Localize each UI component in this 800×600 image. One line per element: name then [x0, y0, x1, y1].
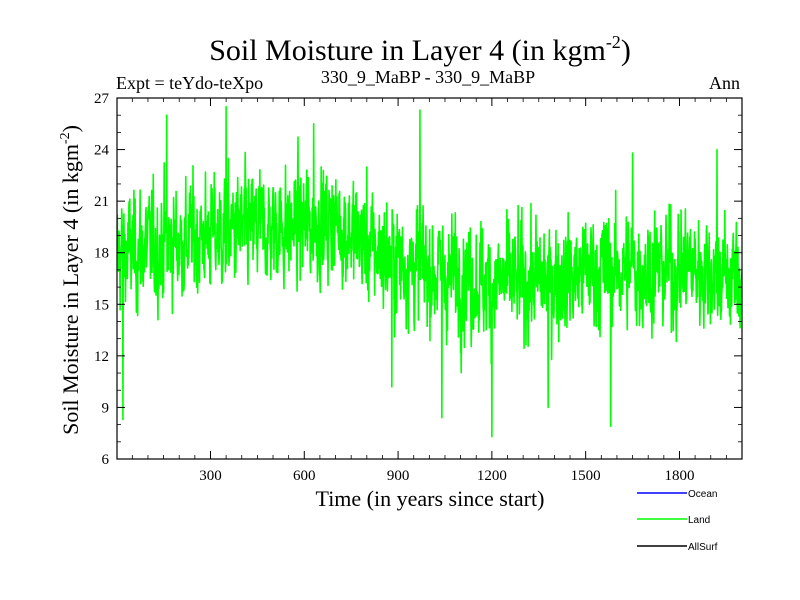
- x-axis-label: Time (in years since start): [316, 486, 545, 511]
- legend-land-label: Land: [688, 515, 710, 526]
- y-tick-label: 18: [94, 246, 109, 262]
- subtitle-right: Ann: [709, 73, 740, 93]
- y-tick-label: 9: [102, 400, 110, 416]
- y-tick-label: 6: [102, 452, 110, 468]
- x-tick-label: 600: [293, 468, 316, 484]
- x-tick-label: 1800: [664, 468, 694, 484]
- legend-ocean-label: Ocean: [688, 489, 717, 500]
- axis-ticks: 300 600 900 1200 1500 1800 6 9 12 15 18 21 24 27: [94, 91, 742, 484]
- legend: Ocean Land AllSurf: [637, 489, 718, 553]
- y-tick-label: 27: [94, 91, 110, 107]
- chart-title: Soil Moisture in Layer 4 (in kgm-2): [209, 32, 631, 67]
- y-tick-label: 21: [94, 194, 109, 210]
- subtitle-center: 330_9_MaBP - 330_9_MaBP: [321, 67, 535, 87]
- x-tick-label: 300: [199, 468, 222, 484]
- y-tick-label: 12: [94, 349, 109, 365]
- y-tick-label: 24: [94, 143, 110, 159]
- subtitle-left: Expt = teYdo-teXpo: [116, 73, 263, 93]
- x-tick-label: 1500: [571, 468, 601, 484]
- series-land-line: [117, 105, 742, 438]
- y-axis-label: Soil Moisture in Layer 4 (in kgm-2): [58, 125, 83, 435]
- y-tick-label: 15: [94, 297, 109, 313]
- legend-allsurf-label: AllSurf: [688, 542, 718, 553]
- x-tick-label: 900: [387, 468, 410, 484]
- x-tick-label: 1200: [477, 468, 507, 484]
